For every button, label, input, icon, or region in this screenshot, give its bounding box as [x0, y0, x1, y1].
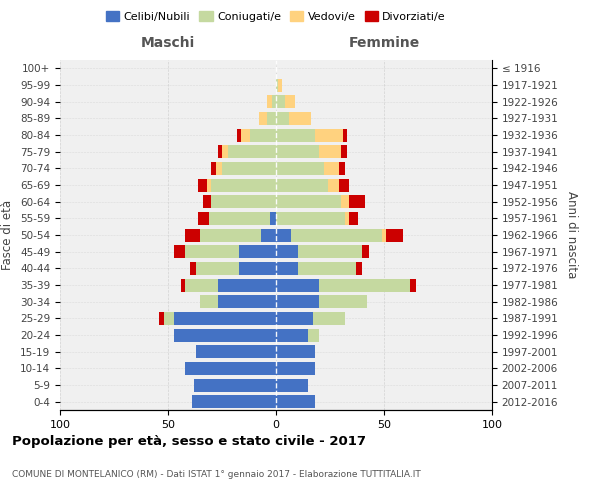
Bar [185, 245, 239, 258]
Bar [211, 162, 215, 175]
Bar [315, 128, 343, 141]
Bar [276, 128, 315, 141]
Bar [319, 145, 341, 158]
Bar [345, 212, 349, 225]
Bar [207, 178, 211, 192]
Bar [239, 262, 276, 275]
Bar [272, 95, 276, 108]
Bar [278, 78, 283, 92]
Bar [341, 145, 347, 158]
Bar [319, 295, 367, 308]
Bar [229, 145, 276, 158]
Bar [268, 112, 276, 125]
Bar [269, 212, 276, 225]
Bar [289, 112, 311, 125]
Text: Femmine: Femmine [349, 36, 419, 50]
Bar [175, 328, 276, 342]
Bar [250, 128, 276, 141]
Text: Popolazione per età, sesso e stato civile - 2017: Popolazione per età, sesso e stato civil… [12, 435, 366, 448]
Bar [276, 178, 328, 192]
Bar [382, 228, 386, 241]
Bar [181, 278, 185, 291]
Bar [291, 228, 382, 241]
Bar [194, 378, 276, 392]
Bar [276, 295, 319, 308]
Bar [259, 112, 268, 125]
Bar [218, 295, 276, 308]
Bar [196, 345, 276, 358]
Bar [218, 145, 222, 158]
Bar [185, 278, 218, 291]
Bar [362, 245, 369, 258]
Bar [268, 95, 272, 108]
Bar [276, 145, 319, 158]
Bar [185, 362, 276, 375]
Bar [276, 162, 323, 175]
Bar [308, 328, 319, 342]
Bar [218, 278, 276, 291]
Bar [215, 162, 222, 175]
Bar [192, 395, 276, 408]
Bar [200, 295, 218, 308]
Bar [276, 195, 341, 208]
Y-axis label: Anni di nascita: Anni di nascita [565, 192, 578, 278]
Bar [241, 128, 250, 141]
Bar [276, 328, 308, 342]
Text: Maschi: Maschi [141, 36, 195, 50]
Bar [276, 345, 315, 358]
Bar [276, 245, 298, 258]
Bar [328, 178, 338, 192]
Bar [164, 312, 175, 325]
Bar [313, 312, 345, 325]
Text: COMUNE DI MONTELANICO (RM) - Dati ISTAT 1° gennaio 2017 - Elaborazione TUTTITALI: COMUNE DI MONTELANICO (RM) - Dati ISTAT … [12, 470, 421, 479]
Bar [276, 78, 278, 92]
Bar [284, 95, 295, 108]
Bar [276, 362, 315, 375]
Bar [185, 228, 200, 241]
Bar [198, 178, 207, 192]
Bar [200, 228, 261, 241]
Bar [209, 212, 269, 225]
Bar [276, 262, 298, 275]
Bar [239, 245, 276, 258]
Bar [341, 195, 349, 208]
Bar [175, 245, 185, 258]
Legend: Celibi/Nubili, Coniugati/e, Vedovi/e, Divorziati/e: Celibi/Nubili, Coniugati/e, Vedovi/e, Di… [101, 7, 451, 26]
Bar [276, 212, 345, 225]
Bar [276, 95, 284, 108]
Bar [349, 212, 358, 225]
Y-axis label: Fasce di età: Fasce di età [1, 200, 14, 270]
Bar [222, 162, 276, 175]
Bar [237, 128, 241, 141]
Bar [386, 228, 403, 241]
Bar [276, 112, 289, 125]
Bar [211, 178, 276, 192]
Bar [298, 262, 356, 275]
Bar [298, 245, 362, 258]
Bar [319, 278, 410, 291]
Bar [203, 195, 211, 208]
Bar [261, 228, 276, 241]
Bar [190, 262, 196, 275]
Bar [211, 195, 276, 208]
Bar [276, 228, 291, 241]
Bar [349, 195, 365, 208]
Bar [196, 262, 239, 275]
Bar [323, 162, 338, 175]
Bar [276, 395, 315, 408]
Bar [198, 212, 209, 225]
Bar [222, 145, 229, 158]
Bar [276, 378, 308, 392]
Bar [276, 312, 313, 325]
Bar [410, 278, 416, 291]
Bar [160, 312, 164, 325]
Bar [338, 178, 349, 192]
Bar [276, 278, 319, 291]
Bar [338, 162, 345, 175]
Bar [356, 262, 362, 275]
Bar [175, 312, 276, 325]
Bar [343, 128, 347, 141]
